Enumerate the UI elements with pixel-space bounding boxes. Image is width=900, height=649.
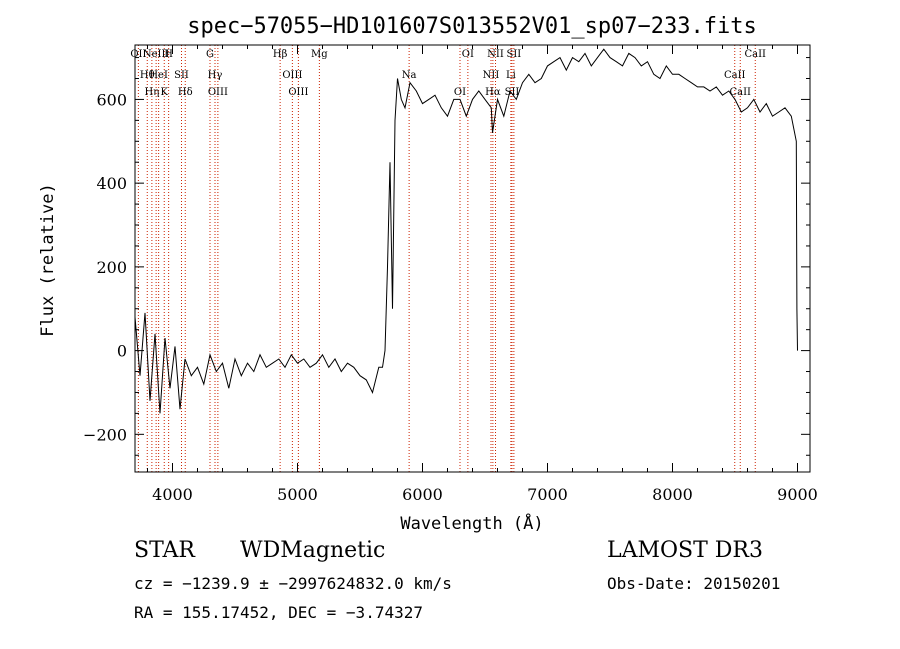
line-label: OIII: [208, 87, 228, 98]
chart-title: spec−57055−HD101607S013552V01_sp07−233.f…: [187, 14, 757, 39]
y-axis-label: Flux (relative): [38, 183, 58, 337]
line-label: Na: [402, 70, 417, 81]
line-label: CaII: [729, 87, 751, 98]
y-tick-label: 600: [96, 90, 127, 109]
line-label: OII: [130, 49, 146, 60]
line-label: SII: [505, 87, 520, 98]
line-label: SII: [174, 70, 189, 81]
coordinates-text: RA = 155.17452, DEC = −3.74327: [134, 603, 423, 622]
emission-line-labels: OIIHθHηNeIIIHeIKHSIIHδGHγOIIIHβOIIIOIIIM…: [130, 49, 766, 98]
line-label: Hα: [485, 87, 501, 98]
x-tick-label: 5000: [277, 485, 318, 504]
x-tick-label: 4000: [152, 485, 193, 504]
line-label: H: [164, 49, 173, 60]
survey-label: LAMOST DR3: [607, 538, 763, 563]
line-label: Li: [506, 70, 516, 81]
redshift-text: cz = −1239.9 ± −2997624832.0 km/s: [134, 574, 452, 593]
line-label: OI: [462, 49, 474, 60]
x-tick-label: 8000: [652, 485, 693, 504]
x-axis-label: Wavelength (Å): [400, 512, 543, 534]
object-subclass-label: WDMagnetic: [240, 538, 386, 563]
line-label: Hβ: [273, 49, 288, 60]
object-class-label: STAR: [134, 538, 195, 563]
y-tick-label: 0: [117, 342, 127, 361]
line-label: OIII: [288, 87, 308, 98]
line-label: Hδ: [178, 87, 193, 98]
x-axis-ticks: 4000 5000 6000 7000 8000 9000: [147, 45, 818, 504]
y-tick-label: 200: [96, 258, 127, 277]
x-tick-label: 6000: [402, 485, 443, 504]
line-label: Hθ: [140, 70, 155, 81]
plot-frame: [134, 44, 811, 473]
line-label: NII: [487, 49, 504, 60]
line-label: OI: [454, 87, 466, 98]
line-label: Mg: [311, 49, 328, 60]
line-label: NeIII: [143, 49, 170, 60]
line-label: Hη: [145, 87, 160, 98]
line-label: K: [161, 87, 169, 98]
x-tick-label: 9000: [777, 485, 818, 504]
line-label: OIII: [282, 70, 302, 81]
line-label: Hγ: [208, 70, 223, 81]
x-tick-label: 7000: [527, 485, 568, 504]
y-axis-ticks: −200 0 200 400 600: [83, 57, 810, 456]
y-tick-label: 400: [96, 174, 127, 193]
emission-line-markers: [137, 45, 756, 472]
line-label: SII: [506, 49, 521, 60]
line-label: G: [206, 49, 214, 60]
y-tick-label: −200: [83, 425, 127, 444]
line-label: CaII: [724, 70, 746, 81]
line-label: CaII: [744, 49, 766, 60]
obs-date-text: Obs-Date: 20150201: [607, 574, 781, 593]
spectrum-line: [134, 48, 798, 414]
line-label: HeI: [149, 70, 168, 81]
line-label: NII: [483, 70, 500, 81]
